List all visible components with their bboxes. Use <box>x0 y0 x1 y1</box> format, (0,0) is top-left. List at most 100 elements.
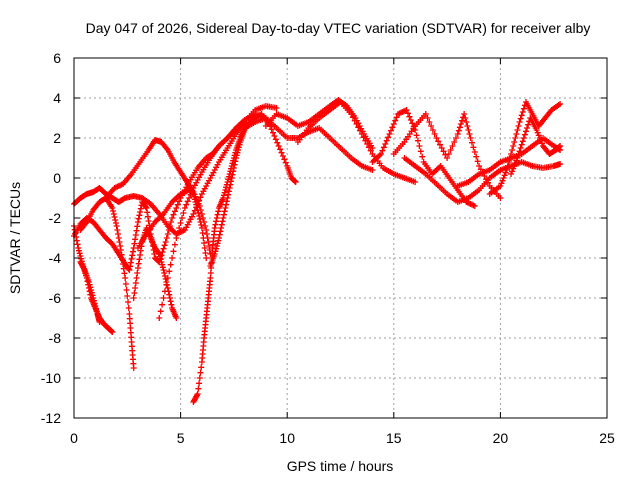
data-point <box>192 199 199 205</box>
data-point <box>137 252 144 258</box>
data-point <box>229 171 236 178</box>
data-point <box>231 161 238 168</box>
data-point <box>200 235 207 241</box>
data-point <box>191 196 198 203</box>
data-point <box>417 148 424 155</box>
data-point <box>191 207 198 214</box>
data-point <box>497 183 504 189</box>
data-point <box>524 125 531 131</box>
data-point <box>195 385 202 392</box>
data-point <box>171 241 178 248</box>
data-point <box>556 143 563 150</box>
data-point <box>123 287 130 293</box>
data-point <box>134 223 141 230</box>
data-point <box>503 167 510 173</box>
data-point <box>518 141 525 148</box>
data-point <box>109 205 116 211</box>
data-point <box>211 225 218 231</box>
data-point <box>177 220 184 226</box>
data-point <box>442 151 449 158</box>
data-point <box>201 240 208 246</box>
data-point <box>501 172 508 179</box>
data-point <box>213 245 220 252</box>
series-sat-d <box>71 111 269 273</box>
data-point <box>193 204 200 211</box>
data-point <box>122 275 129 281</box>
data-point <box>130 295 137 301</box>
data-point <box>273 105 280 111</box>
data-point <box>509 168 516 175</box>
data-point <box>349 114 356 121</box>
data-point <box>171 208 178 215</box>
data-point <box>516 119 523 125</box>
data-point <box>93 308 100 315</box>
data-point <box>163 235 170 241</box>
data-point <box>241 119 248 125</box>
data-point <box>268 126 275 133</box>
data-point <box>125 299 132 305</box>
data-point <box>203 227 210 233</box>
data-point <box>409 120 416 127</box>
data-point <box>511 139 518 145</box>
data-point <box>75 247 82 254</box>
data-point <box>194 207 201 213</box>
data-point <box>464 123 471 129</box>
series-sat-j <box>190 113 261 405</box>
data-point <box>120 265 127 272</box>
data-point <box>156 315 163 321</box>
data-point <box>73 237 80 244</box>
data-point <box>274 139 281 146</box>
data-point <box>452 135 459 141</box>
data-point <box>292 179 299 185</box>
data-point <box>164 231 171 237</box>
data-point <box>457 121 464 127</box>
data-point <box>278 149 285 156</box>
data-point <box>127 259 134 266</box>
data-point <box>112 217 119 223</box>
data-point <box>214 211 221 218</box>
data-point <box>236 141 243 148</box>
data-point <box>168 301 175 308</box>
data-point <box>160 267 167 273</box>
data-point <box>533 127 540 133</box>
data-point <box>514 155 521 161</box>
data-point <box>223 184 230 191</box>
data-point <box>135 260 142 267</box>
data-point <box>113 223 120 229</box>
data-point <box>173 315 180 321</box>
data-point <box>159 301 166 308</box>
data-point <box>215 208 222 215</box>
data-point <box>230 165 237 171</box>
data-point <box>215 235 222 241</box>
data-point <box>537 137 544 144</box>
data-point <box>424 115 431 121</box>
data-point <box>461 111 468 117</box>
data-point <box>130 365 137 371</box>
data-point <box>137 247 144 254</box>
data-point <box>133 275 140 281</box>
data-point <box>188 188 195 195</box>
data-series-layer <box>71 97 564 405</box>
data-point <box>137 205 144 212</box>
data-point <box>143 205 150 211</box>
data-point <box>181 205 188 211</box>
data-point <box>225 191 232 198</box>
x-tick-label: 20 <box>493 430 509 446</box>
data-point <box>194 391 201 397</box>
data-point <box>180 210 187 216</box>
data-point <box>213 243 220 249</box>
data-point <box>456 124 463 131</box>
data-point <box>426 119 433 125</box>
data-point <box>358 131 365 137</box>
data-point <box>386 131 393 137</box>
data-point <box>378 151 385 157</box>
data-point <box>454 131 461 137</box>
data-point <box>164 275 171 281</box>
data-point <box>230 168 237 175</box>
data-point <box>127 263 134 270</box>
data-point <box>498 180 505 187</box>
data-point <box>233 152 240 159</box>
data-point <box>114 227 121 233</box>
data-point <box>222 205 229 211</box>
